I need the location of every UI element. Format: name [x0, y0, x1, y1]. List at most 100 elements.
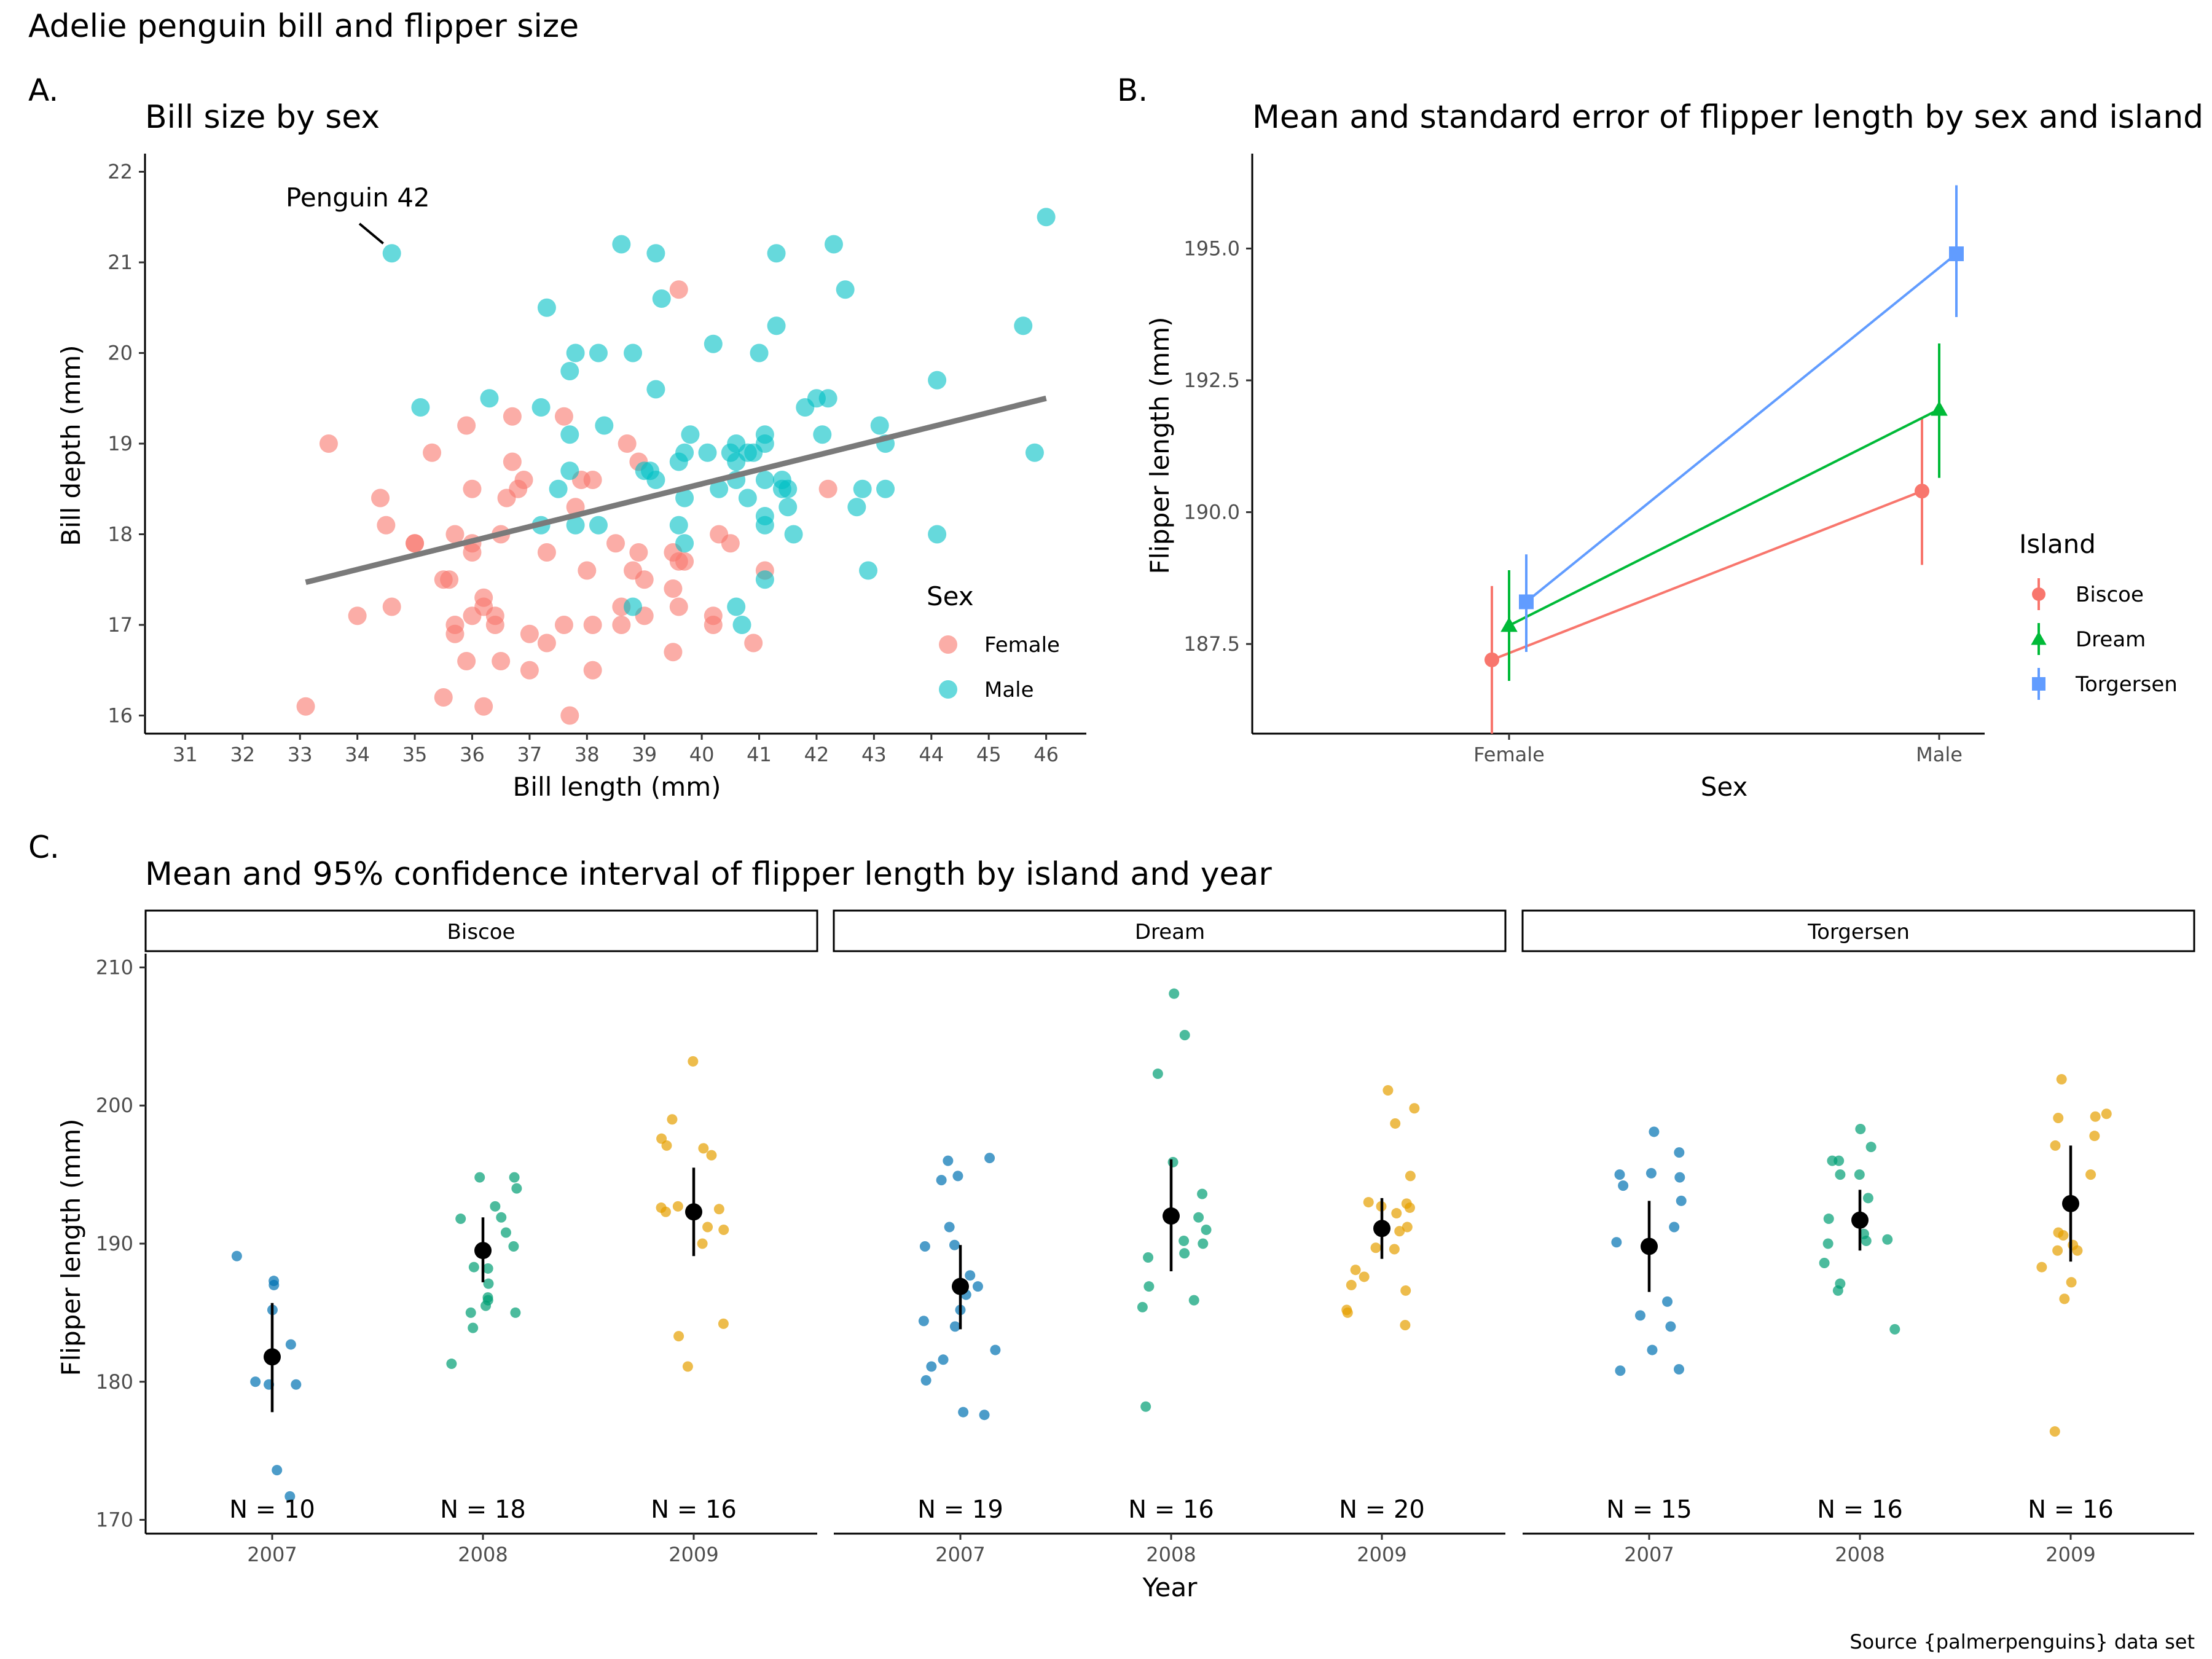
n-label-biscoe-2007: N = 10	[229, 1496, 315, 1524]
point-biscoe-2008	[446, 1359, 457, 1370]
point-dream-2007	[965, 1270, 976, 1281]
point-male	[560, 461, 579, 480]
point-male	[646, 471, 665, 489]
point-male	[928, 525, 947, 544]
point-dream-2008	[1169, 988, 1180, 999]
point-male	[784, 525, 803, 544]
point-torgersen-2009	[2056, 1074, 2067, 1085]
point-torgersen-2009	[2052, 1245, 2063, 1256]
point-torgersen-2008	[1889, 1324, 1900, 1335]
point-male	[755, 516, 774, 535]
point-biscoe-2007	[231, 1250, 242, 1261]
line-dream	[1508, 408, 1940, 627]
panel-c-tag: C.	[28, 830, 60, 865]
point-male	[669, 516, 688, 535]
legend-label-torgersen: Torgersen	[2075, 672, 2178, 697]
point-torgersen-2008	[1823, 1214, 1834, 1225]
point-male	[732, 616, 751, 634]
point-dream-2008	[1179, 1248, 1190, 1259]
point-male	[681, 425, 700, 444]
point-torgersen-2009	[2101, 1108, 2112, 1120]
point-biscoe-2008	[483, 1278, 494, 1289]
panel-a-x-tick-label: 36	[460, 743, 485, 766]
point-torgersen-2009	[2059, 1293, 2070, 1304]
legend-key-biscoe	[2032, 587, 2045, 601]
point-torgersen-2009	[2053, 1227, 2064, 1238]
point-biscoe-2009	[697, 1238, 708, 1249]
point-dream-2009	[1382, 1085, 1394, 1096]
point-biscoe-2008	[465, 1307, 476, 1318]
point-dream-2007	[944, 1222, 955, 1233]
point-female	[371, 488, 390, 508]
point-female	[445, 525, 465, 544]
point-dream-2007	[919, 1241, 930, 1252]
point-biscoe-2009	[672, 1201, 683, 1212]
panel-c-x-label: Year	[1142, 1572, 1198, 1602]
panel-c-n-labels: N = 10 N = 18 N = 16 N = 19 N = 16 N = 2…	[229, 1496, 2114, 1524]
point-biscoe-2009	[682, 1361, 693, 1372]
point-female	[583, 471, 602, 489]
trend-line	[305, 395, 1047, 586]
annotation-pointer	[358, 222, 384, 245]
main-title: Adelie penguin bill and flipper size	[28, 8, 579, 45]
facet-label-dream: Dream	[1135, 920, 1205, 944]
point-biscoe-2007	[284, 1491, 296, 1502]
point-male	[1037, 208, 1056, 227]
legend-key-torgersen	[2032, 677, 2045, 691]
point-male	[675, 488, 694, 508]
legend-label-male: Male	[984, 678, 1034, 702]
point-female	[818, 479, 837, 498]
point-biscoe-2008	[510, 1307, 521, 1318]
panel-c-x-tick-label: 2008	[458, 1543, 508, 1566]
point-male	[767, 316, 786, 335]
point-torgersen-2008	[1855, 1123, 1866, 1134]
panel-b-x-label: Sex	[1701, 772, 1748, 802]
point-torgersen-2008	[1822, 1238, 1834, 1249]
point-torgersen-2009	[2089, 1131, 2100, 1142]
panel-c-x-tick-label: 2007	[935, 1543, 985, 1566]
point-male	[727, 597, 746, 616]
point-male	[382, 244, 401, 263]
point-dream-2009	[1402, 1222, 1413, 1233]
point-male	[675, 534, 694, 553]
panel-a-x-tick-label: 46	[1033, 743, 1059, 766]
facet-label-biscoe: Biscoe	[447, 920, 516, 944]
point-biscoe-2009	[718, 1318, 729, 1329]
point-male	[779, 498, 798, 517]
point-torgersen-2007	[1674, 1147, 1685, 1158]
point-dream-2008	[1152, 1069, 1163, 1080]
point-torgersen-2007	[1674, 1364, 1685, 1375]
point-female	[635, 570, 654, 589]
point-male	[589, 343, 608, 363]
point-dream-2007	[918, 1316, 929, 1327]
point-female	[377, 516, 396, 535]
panel-a-legend: Sex Female Male	[927, 581, 1060, 702]
mean-dream-2009	[1373, 1220, 1390, 1237]
point-dream-2009	[1394, 1226, 1405, 1237]
n-label-dream-2007: N = 19	[917, 1496, 1003, 1524]
point-male	[721, 443, 740, 462]
point-female	[485, 616, 504, 634]
panel-c-x-tick-label: 2008	[1146, 1543, 1196, 1566]
point-female	[463, 479, 482, 498]
point-torgersen	[1949, 246, 1964, 262]
point-torgersen-2007	[1674, 1172, 1685, 1183]
point-male	[876, 479, 895, 498]
point-male	[480, 389, 499, 408]
point-male	[531, 398, 551, 417]
point-biscoe-2009	[718, 1225, 729, 1236]
panel-c-y-tick-label: 180	[96, 1370, 133, 1394]
point-biscoe-2008	[490, 1201, 501, 1212]
point-biscoe-2008	[500, 1227, 511, 1238]
panel-a-x-tick-label: 31	[173, 743, 198, 766]
point-male	[710, 479, 729, 498]
point-biscoe-2008	[468, 1322, 479, 1333]
point-female	[554, 616, 573, 634]
panel-c-axes: 170 180 190 200 210 2007 2008 2009 2007 2008 2009 2…	[96, 954, 2194, 1566]
point-male	[767, 244, 786, 263]
point-female	[457, 416, 476, 435]
point-male	[566, 343, 585, 363]
point-dream-2008	[1201, 1225, 1212, 1236]
point-dream	[1931, 401, 1948, 416]
